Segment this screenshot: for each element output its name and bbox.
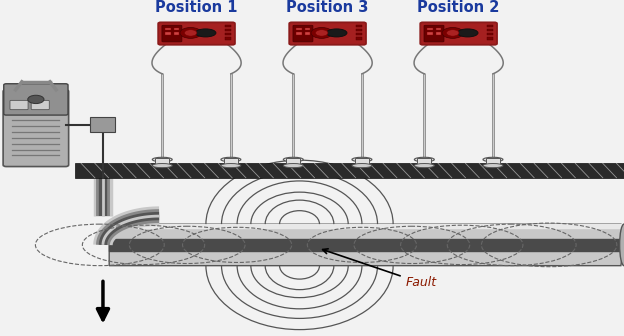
Ellipse shape xyxy=(283,157,303,162)
Bar xyxy=(427,28,432,30)
Bar xyxy=(286,158,300,166)
Text: Position 1: Position 1 xyxy=(155,0,238,15)
Bar xyxy=(305,28,311,30)
FancyBboxPatch shape xyxy=(4,84,68,115)
Bar xyxy=(356,33,362,36)
Bar xyxy=(417,158,431,166)
Ellipse shape xyxy=(483,164,503,168)
Ellipse shape xyxy=(414,164,434,168)
Bar xyxy=(173,28,180,30)
FancyBboxPatch shape xyxy=(162,25,182,42)
FancyBboxPatch shape xyxy=(3,90,69,167)
FancyBboxPatch shape xyxy=(293,25,313,42)
Bar xyxy=(296,28,302,30)
Bar xyxy=(356,37,362,40)
Ellipse shape xyxy=(152,157,172,162)
Bar xyxy=(296,32,302,35)
Bar xyxy=(356,25,362,28)
Ellipse shape xyxy=(352,157,372,162)
Ellipse shape xyxy=(326,29,347,37)
Bar xyxy=(487,37,493,40)
Circle shape xyxy=(442,28,463,38)
Ellipse shape xyxy=(221,164,241,168)
Bar xyxy=(165,28,171,30)
Ellipse shape xyxy=(457,29,478,37)
Bar xyxy=(155,158,169,166)
Bar xyxy=(225,29,231,31)
FancyBboxPatch shape xyxy=(424,25,444,42)
Text: Fault: Fault xyxy=(323,249,437,289)
Bar xyxy=(224,158,238,166)
Bar xyxy=(356,29,362,31)
Bar xyxy=(225,25,231,28)
Bar xyxy=(165,32,171,35)
Circle shape xyxy=(185,30,197,36)
Bar xyxy=(487,25,493,28)
Bar xyxy=(487,29,493,31)
Bar xyxy=(486,158,500,166)
Ellipse shape xyxy=(152,164,172,168)
Circle shape xyxy=(311,28,333,38)
Ellipse shape xyxy=(352,164,372,168)
FancyBboxPatch shape xyxy=(31,100,49,110)
Ellipse shape xyxy=(283,164,303,168)
Text: Position 3: Position 3 xyxy=(286,0,369,15)
Text: Position 2: Position 2 xyxy=(417,0,500,15)
FancyBboxPatch shape xyxy=(90,118,115,132)
FancyBboxPatch shape xyxy=(421,23,497,45)
Circle shape xyxy=(316,30,328,36)
Bar xyxy=(173,32,180,35)
Bar xyxy=(427,32,432,35)
Ellipse shape xyxy=(195,29,216,37)
FancyBboxPatch shape xyxy=(289,23,366,45)
Bar xyxy=(436,28,442,30)
Circle shape xyxy=(27,95,44,103)
Ellipse shape xyxy=(620,224,624,266)
Bar xyxy=(225,37,231,40)
Bar xyxy=(305,32,311,35)
Ellipse shape xyxy=(483,157,503,162)
Bar xyxy=(75,163,624,178)
Bar xyxy=(355,158,369,166)
FancyBboxPatch shape xyxy=(10,100,28,110)
Circle shape xyxy=(447,30,459,36)
Circle shape xyxy=(180,28,201,38)
Polygon shape xyxy=(109,224,624,266)
Bar xyxy=(225,33,231,36)
Bar xyxy=(436,32,442,35)
Ellipse shape xyxy=(414,157,434,162)
Bar xyxy=(487,33,493,36)
FancyBboxPatch shape xyxy=(158,23,235,45)
Ellipse shape xyxy=(221,157,241,162)
